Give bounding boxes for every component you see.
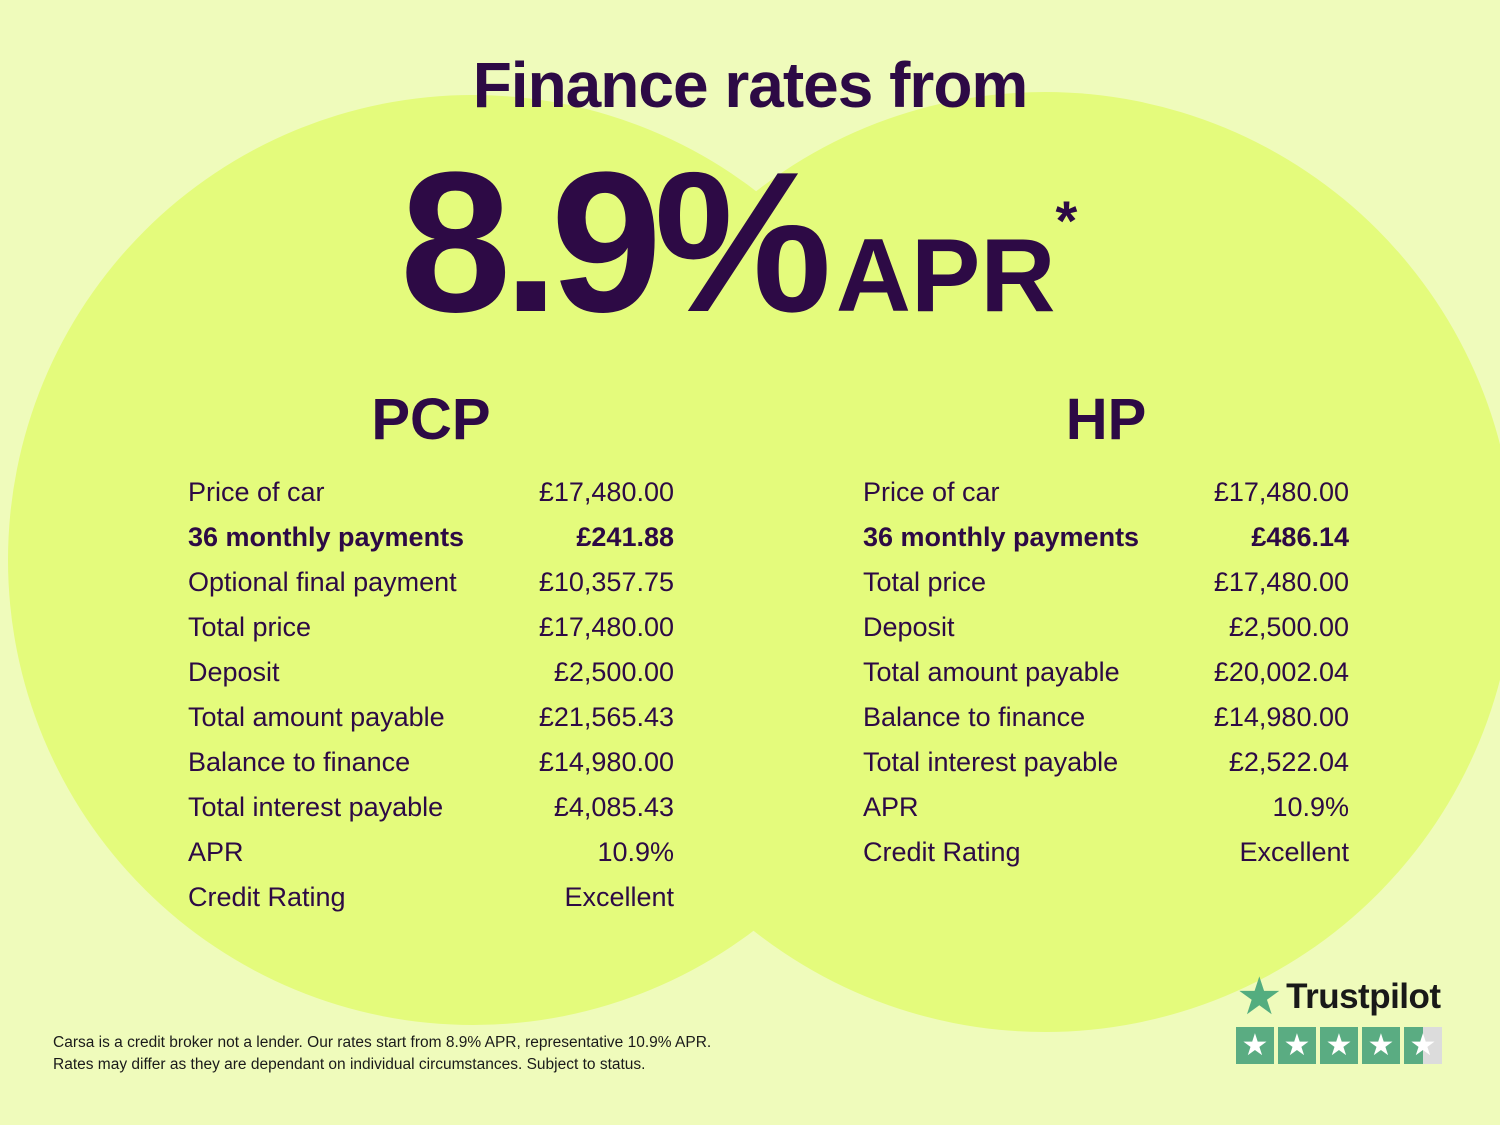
row-value: £486.14 [1251,522,1349,552]
hp-table: HP Price of car £17,480.00 36 monthly paym… [863,388,1349,875]
row-label: Price of car [863,477,1000,507]
rating-star-icon: ★ [1278,1027,1316,1064]
hp-title: HP [1065,387,1147,452]
trustpilot-rating: ★ ★ ★ ★ ★ [1236,1027,1442,1064]
table-row: Optional final payment £10,357.75 [188,560,674,605]
table-row: Price of car £17,480.00 [863,470,1349,515]
trustpilot-name: Trustpilot [1286,977,1441,1016]
table-row: Total amount payable £21,565.43 [188,695,674,740]
table-row: Total interest payable £4,085.43 [188,785,674,830]
row-label: Total price [188,612,312,642]
row-label: Optional final payment [188,567,457,597]
row-label: Credit Rating [188,882,346,912]
row-label: Total interest payable [188,792,444,822]
row-value: Excellent [564,882,674,912]
table-row: Price of car £17,480.00 [188,470,674,515]
row-value: 10.9% [1272,792,1349,822]
table-row: Balance to finance £14,980.00 [863,695,1349,740]
row-value: £17,480.00 [538,612,674,642]
row-label: 36 monthly payments [863,522,1140,552]
row-label: Deposit [188,657,280,687]
asterisk: * [1055,189,1078,252]
rate-display: 8.9% APR* [400,128,1077,358]
row-value: £2,500.00 [553,657,674,687]
row-value: £20,002.04 [1213,657,1349,687]
row-value: £17,480.00 [538,477,674,507]
disclaimer-line-1: Carsa is a credit broker not a lender. O… [53,1034,712,1051]
row-label: Deposit [863,612,955,642]
table-row: Deposit £2,500.00 [188,650,674,695]
row-value: £17,480.00 [1213,567,1349,597]
rating-star-icon: ★ [1362,1027,1400,1064]
row-label: APR [188,837,244,867]
table-row: Credit Rating Excellent [863,830,1349,875]
row-label: Balance to finance [863,702,1086,732]
table-row: Total price £17,480.00 [188,605,674,650]
table-row: Total amount payable £20,002.04 [863,650,1349,695]
table-row: Credit Rating Excellent [188,875,674,920]
trustpilot-logo: ★ Trustpilot [1236,968,1442,1026]
rating-star-icon: ★ [1320,1027,1358,1064]
trustpilot-badge: ★ Trustpilot ★ ★ ★ ★ ★ [1236,968,1442,1064]
row-value: Excellent [1239,837,1349,867]
row-value: 10.9% [597,837,674,867]
table-row: Total price £17,480.00 [863,560,1349,605]
row-value: £21,565.43 [538,702,674,732]
table-row: 36 monthly payments £486.14 [863,515,1349,560]
row-value: £14,980.00 [1213,702,1349,732]
disclaimer-line-2: Rates may differ as they are dependant o… [53,1056,646,1073]
row-value: £14,980.00 [538,747,674,777]
row-value: £4,085.43 [553,792,674,822]
headline: Finance rates from [472,49,1029,121]
table-row: Balance to finance £14,980.00 [188,740,674,785]
rating-star-icon: ★ [1236,1027,1274,1064]
table-row: Total interest payable £2,522.04 [863,740,1349,785]
row-value: £2,500.00 [1228,612,1349,642]
row-label: Balance to finance [188,747,411,777]
row-label: Total interest payable [863,747,1119,777]
row-label: Total price [863,567,987,597]
background-circle-right [575,92,1500,1032]
table-row: 36 monthly payments £241.88 [188,515,674,560]
row-label: 36 monthly payments [188,522,465,552]
row-label: Price of car [188,477,325,507]
table-row: Deposit £2,500.00 [863,605,1349,650]
rate-suffix: APR [835,218,1056,334]
pcp-table: PCP Price of car £17,480.00 36 monthly pay… [188,388,674,920]
row-label: APR [863,792,919,822]
table-row: APR 10.9% [188,830,674,875]
row-value: £17,480.00 [1213,477,1349,507]
table-row: APR 10.9% [863,785,1349,830]
row-label: Total amount payable [863,657,1120,687]
star-icon: ★ [1236,968,1283,1026]
disclaimer: Carsa is a credit broker not a lender. O… [53,1032,711,1076]
row-value: £2,522.04 [1228,747,1349,777]
row-label: Credit Rating [863,837,1021,867]
row-value: £10,357.75 [538,567,674,597]
rate-value: 8.9% [400,131,832,354]
pcp-title: PCP [371,387,491,452]
rating-star-icon: ★ [1404,1027,1442,1064]
row-value: £241.88 [576,522,674,552]
row-label: Total amount payable [188,702,445,732]
